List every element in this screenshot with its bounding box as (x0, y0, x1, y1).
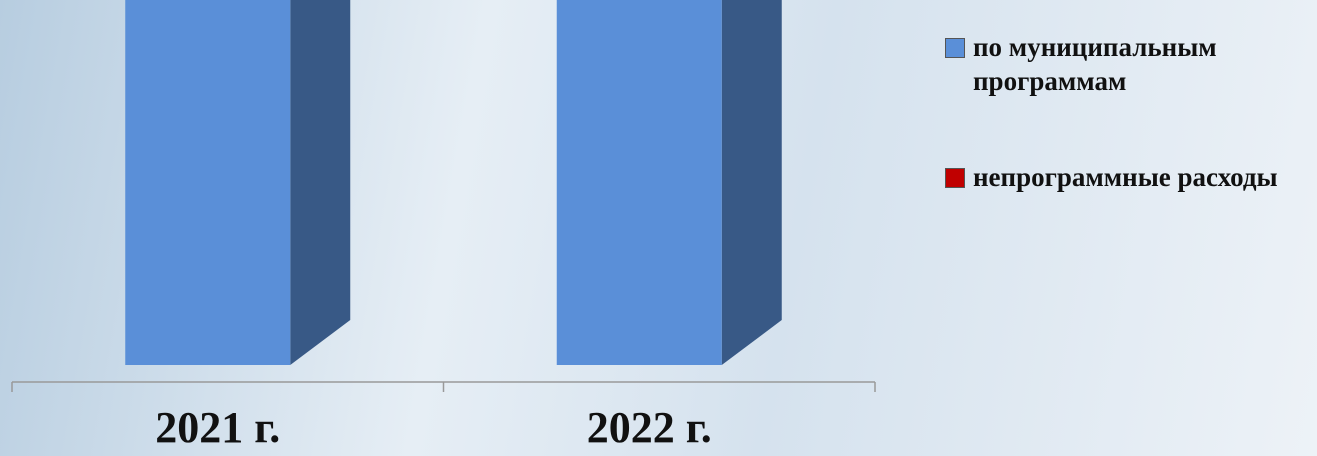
bar-side (290, 0, 351, 365)
legend-swatch (945, 168, 965, 188)
bar (556, 0, 722, 365)
x-tick-label: 2021 г. (155, 403, 280, 452)
chart: 1661,37,92021 г.1798,715,82022 г. (11, 0, 876, 452)
legend-item: по муниципальным программам (945, 30, 1305, 98)
legend: по муниципальным программам непрограммные… (945, 30, 1305, 256)
bar-side (721, 0, 782, 365)
legend-item: непрограммные расходы (945, 160, 1305, 194)
legend-swatch (945, 38, 965, 58)
bar (125, 0, 291, 365)
x-tick-label: 2022 г. (587, 403, 712, 452)
legend-label: по муниципальным программам (973, 32, 1217, 96)
legend-label: непрограммные расходы (973, 162, 1278, 192)
